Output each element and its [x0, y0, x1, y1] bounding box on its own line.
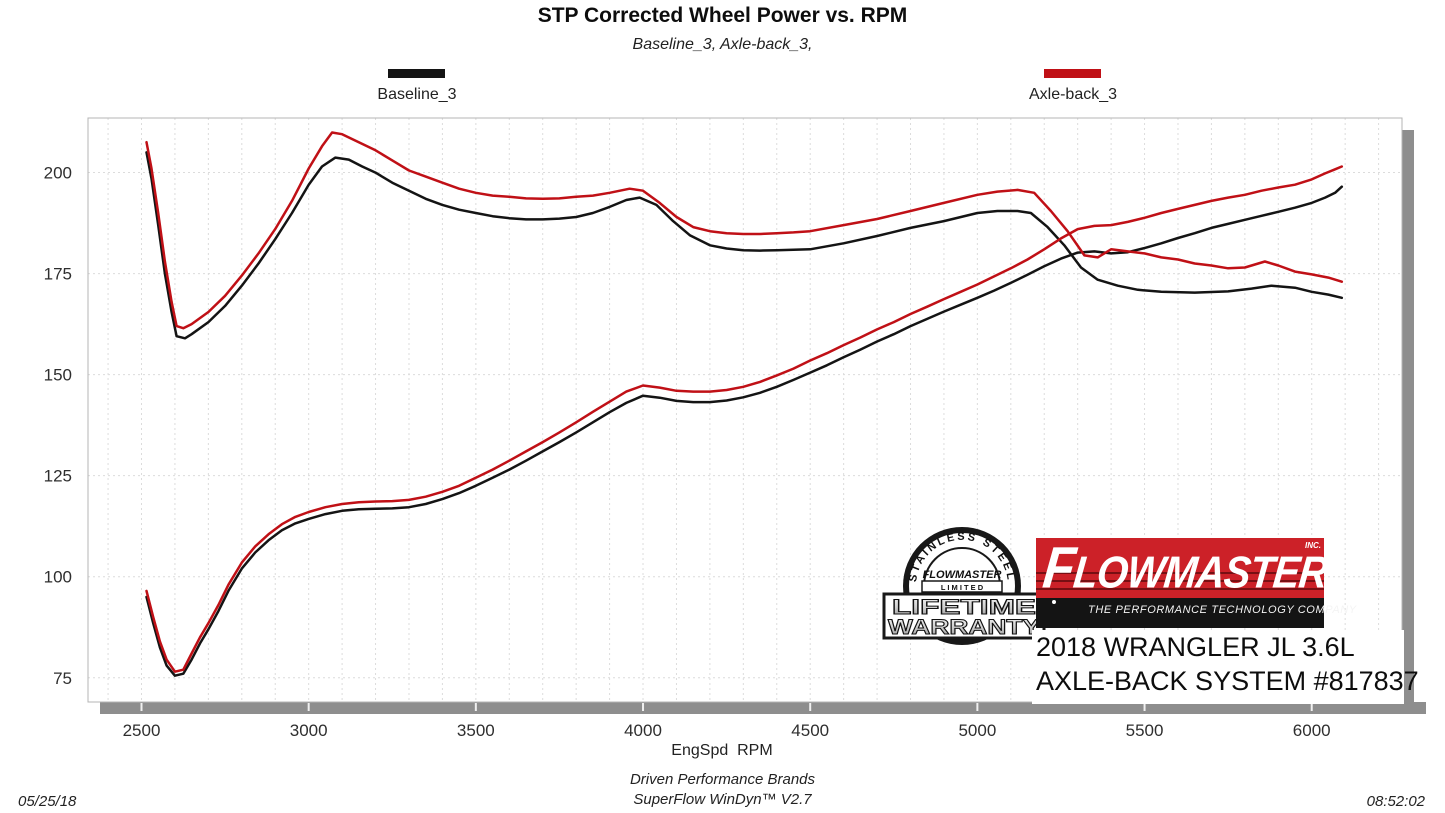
badge-limited-bar	[921, 580, 1003, 593]
legend-swatch-baseline	[388, 69, 445, 78]
plot-border	[87, 117, 1403, 703]
flowmaster-logo: FLOWMASTER INC. THE PERFORMANCE TECHNOLO…	[1036, 536, 1356, 628]
x-tick-label: 3500	[457, 721, 495, 740]
badge-warranty-text: WARRANTY	[888, 616, 1040, 639]
footer-time: 08:52:02	[1366, 793, 1425, 810]
badge-text-box	[882, 592, 1046, 640]
x-tick-label: 4000	[624, 721, 662, 740]
footer-software-line: SuperFlow WinDyn™ V2.7	[633, 791, 812, 808]
y-tick-label: 75	[53, 669, 72, 688]
y-tick-label: 175	[44, 265, 72, 284]
curve-axle-back-3-lower	[145, 165, 1344, 673]
curve-baseline-3-upper	[145, 151, 1344, 340]
x-tick-label: 6000	[1293, 721, 1331, 740]
legend-label-baseline: Baseline_3	[377, 86, 457, 103]
badge-limited-text: L I M I T E D	[941, 583, 984, 592]
x-tick-label: 5500	[1126, 721, 1164, 740]
axis-shadow-bottom	[100, 702, 1426, 714]
logo-registered-dot-icon	[1052, 600, 1056, 604]
legend-swatch-axleback	[1044, 69, 1101, 78]
logo-wordmark: FLOWMASTER	[1039, 536, 1330, 602]
curve-axle-back-3-upper	[145, 131, 1344, 330]
logo-inc-suffix: INC.	[1305, 541, 1321, 550]
x-tick-label: 3000	[290, 721, 328, 740]
x-tick-label: 5000	[958, 721, 996, 740]
badge-lifetime-text: LIFETIME	[892, 596, 1036, 619]
logo-pinstripes	[1036, 566, 1324, 596]
axis-shadow-right	[1402, 130, 1414, 714]
badge-brand-text: FLOWMASTER	[923, 569, 1002, 581]
x-tick-label: 4500	[791, 721, 829, 740]
x-axis-label: EngSpd RPM	[671, 742, 773, 759]
vehicle-line2: AXLE-BACK SYSTEM #817837	[1036, 666, 1419, 696]
x-tick-label: 2500	[123, 721, 161, 740]
vehicle-caption-box: 2018 WRANGLER JL 3.6L AXLE-BACK SYSTEM #…	[1032, 630, 1419, 704]
y-tick-label: 125	[44, 467, 72, 486]
y-tick-label: 100	[44, 568, 72, 587]
footer-date: 05/25/18	[18, 793, 77, 810]
footer-brand-line: Driven Performance Brands	[629, 771, 816, 788]
logo-tagline: THE PERFORMANCE TECHNOLOGY COMPANY	[1088, 604, 1357, 616]
y-tick-label: 150	[44, 366, 72, 385]
chart-subtitle: Baseline_3, Axle-back_3,	[632, 36, 813, 53]
y-tick-label: 200	[44, 164, 72, 183]
legend-label-axleback: Axle-back_3	[1028, 86, 1118, 103]
lifetime-warranty-badge-icon: STAINLESS STEEL ★ ★ FLOWMASTER L I M I T…	[882, 527, 1046, 645]
curve-baseline-3-lower	[145, 185, 1344, 677]
vehicle-line1: 2018 WRANGLER JL 3.6L	[1036, 632, 1355, 662]
chart-title: STP Corrected Wheel Power vs. RPM	[537, 4, 908, 27]
